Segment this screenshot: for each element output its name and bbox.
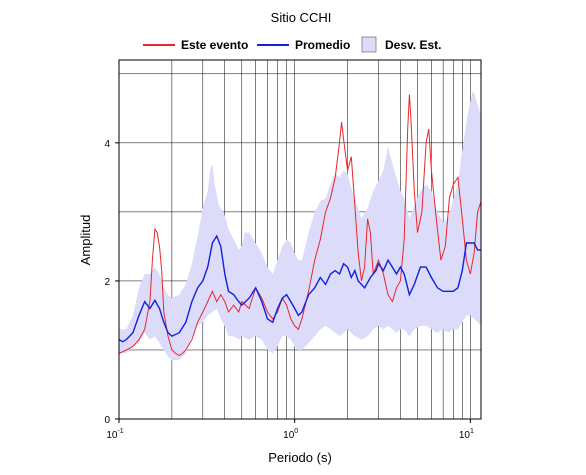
x-tick-label: 100 bbox=[283, 428, 298, 441]
x-axis-label: Periodo (s) bbox=[268, 450, 332, 465]
series-line-promedio bbox=[119, 234, 481, 343]
y-tick-label: 2 bbox=[104, 277, 110, 288]
legend-label-desv-est: Desv. Est. bbox=[385, 38, 441, 52]
series-line-este-evento bbox=[119, 94, 481, 357]
legend-swatch-desv-est bbox=[361, 36, 377, 53]
y-axis-label: Amplitud bbox=[78, 215, 93, 266]
legend-label-promedio: Promedio bbox=[295, 38, 350, 52]
std-dev-band bbox=[119, 91, 481, 361]
legend: Este evento Promedio Desv. Est. bbox=[143, 36, 441, 53]
axis-ticks: 0 2 4 10-1 100 101 bbox=[104, 139, 474, 441]
y-tick-label: 4 bbox=[104, 139, 110, 150]
legend-label-este-evento: Este evento bbox=[181, 38, 248, 52]
plot-frame bbox=[118, 59, 482, 420]
y-tick-label: 0 bbox=[104, 415, 110, 426]
chart-title: Sitio CCHI bbox=[271, 10, 332, 25]
x-tick-label: 101 bbox=[459, 428, 474, 441]
x-tick-label: 10-1 bbox=[106, 428, 123, 441]
